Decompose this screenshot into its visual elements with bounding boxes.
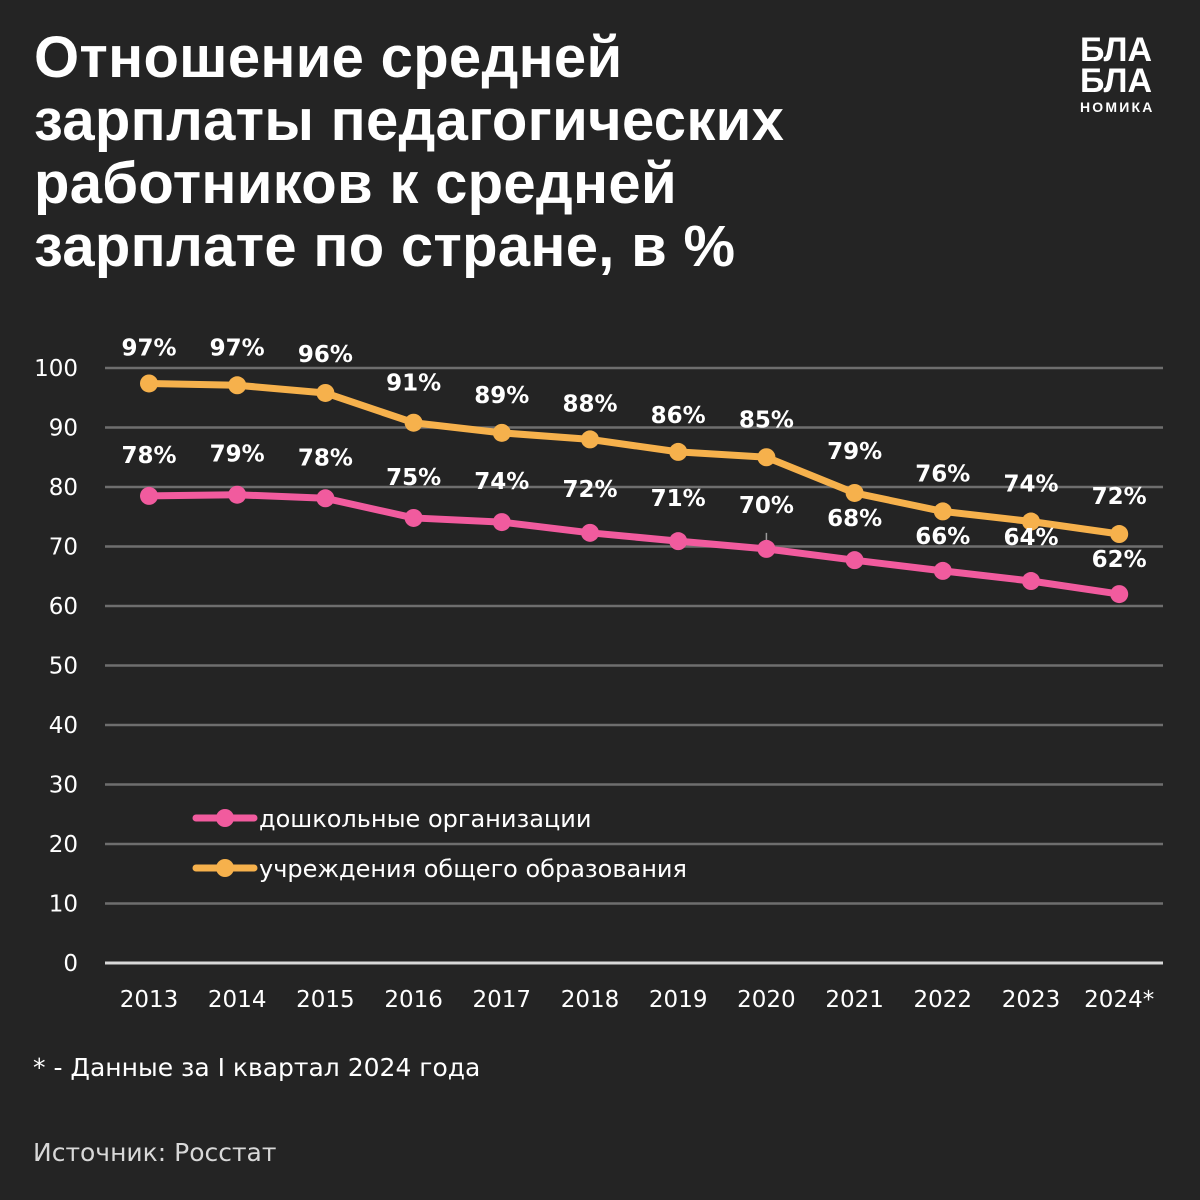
data-point [581, 430, 599, 449]
data-point [1110, 585, 1129, 604]
legend-item: учреждения общего образования [192, 855, 687, 883]
series-line-preschool [145, 491, 1123, 598]
x-tick-label: 2021 [825, 987, 884, 1013]
data-point [316, 383, 335, 402]
data-point [404, 413, 423, 432]
data-label: 74% [474, 469, 529, 495]
data-point [933, 502, 952, 521]
legend-swatch-marker [216, 809, 234, 827]
y-tick-label: 60 [49, 594, 78, 620]
x-tick-label: 2022 [914, 987, 973, 1013]
data-label: 79% [827, 439, 882, 465]
data-point [404, 508, 423, 527]
data-labels: 78% 79% 78% 75% 74% 72% 71% 70% 68% 66% 64% 62% 97% 9… [121, 335, 1146, 573]
y-tick-label: 80 [49, 475, 78, 501]
data-label: 71% [651, 486, 706, 512]
data-point [933, 561, 952, 580]
data-label: 91% [386, 371, 441, 397]
logo-line: БЛА [1080, 62, 1153, 100]
x-tick-label: 2016 [384, 987, 443, 1013]
y-axis-ticks: 0 10 20 30 40 50 60 70 80 90 100 [34, 356, 78, 977]
data-label: 88% [562, 391, 617, 417]
y-tick-label: 50 [49, 654, 78, 680]
brand-logo: БЛА БЛА НОМИКА [1080, 31, 1170, 115]
x-tick-label: 2023 [1002, 987, 1061, 1013]
gridlines [105, 366, 1163, 965]
data-label: 66% [915, 524, 970, 550]
y-tick-label: 40 [49, 713, 78, 739]
legend-swatch-marker [216, 859, 234, 877]
y-tick-label: 70 [49, 535, 78, 561]
data-label: 89% [474, 383, 529, 409]
data-point [228, 485, 247, 504]
x-tick-label: 2024* [1084, 987, 1154, 1013]
data-point [1022, 512, 1040, 531]
data-label: 74% [1003, 472, 1058, 498]
data-point [669, 532, 688, 551]
data-point [228, 376, 247, 395]
legend: дошкольные организации учреждения общего … [192, 805, 687, 883]
data-label: 72% [1092, 484, 1147, 510]
data-point [492, 423, 511, 442]
data-point [757, 448, 776, 467]
data-label: 68% [827, 506, 882, 532]
data-label: 85% [739, 407, 794, 433]
data-point [845, 483, 864, 502]
x-tick-label: 2013 [120, 987, 179, 1013]
data-label: 78% [298, 445, 353, 471]
x-tick-label: 2019 [649, 987, 708, 1013]
source-note: Источник: Росстат [33, 1138, 277, 1167]
data-point [316, 489, 335, 508]
title-line: работников к средней [34, 151, 677, 216]
y-tick-label: 0 [63, 951, 78, 977]
data-label: 96% [298, 342, 353, 368]
data-label: 70% [739, 493, 794, 519]
data-point [845, 551, 864, 570]
logo-line: БЛА [1080, 31, 1153, 69]
chart-title: Отношение средней зарплаты педагогически… [34, 26, 994, 278]
y-tick-label: 90 [49, 416, 78, 442]
title-line: зарплате по стране, в % [34, 214, 736, 279]
logo-subline: НОМИКА [1080, 99, 1155, 115]
y-tick-label: 30 [49, 773, 78, 799]
x-axis-ticks: 2013 2014 2015 2016 2017 2018 2019 2020 2021 2022… [120, 987, 1154, 1013]
footnote: * - Данные за I квартал 2024 года [33, 1053, 481, 1082]
data-label: 72% [562, 477, 617, 503]
y-tick-label: 20 [49, 832, 78, 858]
x-tick-label: 2017 [473, 987, 532, 1013]
x-tick-label: 2018 [561, 987, 620, 1013]
data-label: 86% [651, 403, 706, 429]
data-point [669, 442, 688, 461]
legend-label: учреждения общего образования [259, 855, 687, 883]
data-label: 78% [121, 443, 176, 469]
data-point [1022, 572, 1040, 591]
data-point [1110, 525, 1129, 544]
series [140, 374, 1129, 604]
x-tick-label: 2015 [296, 987, 355, 1013]
x-tick-label: 2020 [737, 987, 796, 1013]
data-label: 75% [386, 465, 441, 491]
series-line-general [145, 379, 1123, 538]
data-point [581, 523, 599, 542]
data-point [140, 486, 158, 505]
legend-label: дошкольные организации [259, 805, 591, 833]
data-label: 79% [210, 442, 265, 468]
title-line: Отношение средней [34, 25, 623, 90]
data-label: 62% [1092, 547, 1147, 573]
y-tick-label: 10 [49, 892, 78, 918]
data-label: 97% [210, 335, 265, 361]
x-tick-label: 2014 [208, 987, 267, 1013]
legend-item: дошкольные организации [192, 805, 591, 833]
data-point [140, 374, 158, 393]
y-tick-label: 100 [34, 356, 78, 382]
title-line: зарплаты педагогических [34, 88, 785, 153]
data-label: 64% [1003, 525, 1058, 551]
data-label: 97% [121, 335, 176, 361]
data-label: 76% [915, 461, 970, 487]
data-point [757, 539, 776, 558]
data-point [492, 513, 511, 532]
